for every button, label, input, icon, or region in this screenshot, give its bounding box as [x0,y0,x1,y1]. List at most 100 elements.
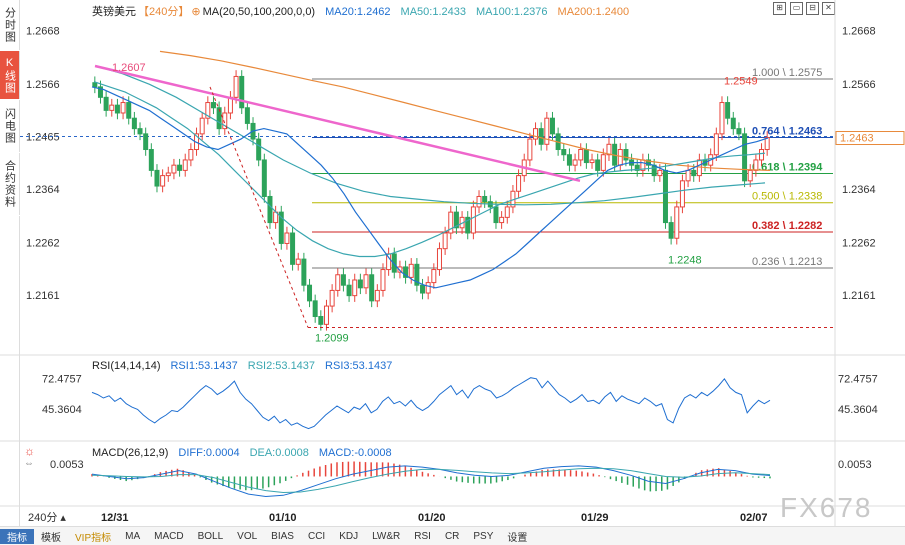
candle-body [713,133,719,156]
candle-body [425,282,431,294]
candle-body [696,159,702,177]
candle-body [318,316,324,325]
rsi-tick-left: 72.4757 [42,373,82,385]
toolbar-item-14[interactable]: 设置 [507,532,528,544]
toolbar-item-3[interactable]: MA [125,530,141,542]
candle-body [442,232,448,250]
current-price-label: 1.2463 [840,133,874,145]
candle-body [753,159,759,171]
macd-settings-icon[interactable]: ☼ [24,444,35,458]
ma50-line [93,81,766,258]
toolbar-item-11[interactable]: RSI [414,530,431,542]
candle-body [674,206,680,239]
ma200-value: MA200:1.2400 [557,6,630,18]
price-tick-right: 1.2566 [842,79,876,91]
diff-line [91,465,771,498]
candle-body [414,263,420,286]
candle-body [210,102,216,109]
candle-body [143,133,149,151]
candle-body [482,195,488,203]
macd-tick-left: 0.0053 [50,459,84,471]
symbol-name: 英镑美元 [92,6,136,18]
macd-params: MACD(26,12,9) [92,447,169,459]
candle-body [448,211,454,234]
candle-body [589,159,595,164]
candle-body [182,159,188,171]
toolbar-item-12[interactable]: CR [444,530,460,542]
candle-body [759,149,765,161]
candle-body [504,206,510,218]
period-selector[interactable]: 240分 ▴ [28,512,66,524]
candle-body [233,75,239,98]
price-tick-right: 1.2364 [842,184,876,196]
candle-body [566,154,572,166]
candle-body [109,104,115,111]
candle-body [374,289,380,302]
rsi2-value: RSI2:53.1437 [247,360,316,372]
toolbar-item-5[interactable]: BOLL [197,530,224,542]
price-tick-left: 1.2465 [26,131,60,143]
toolbar-item-8[interactable]: CCI [307,530,326,542]
candle-body [391,253,397,273]
toolbar-item-10[interactable]: LW&R [372,530,401,542]
toolbar-item-4[interactable]: MACD [154,530,184,542]
candle-body [668,222,674,239]
annotation-recent-high: 1.2549 [724,76,758,88]
candle-body [538,128,544,145]
candle-body [465,216,471,234]
candle-body [397,266,403,273]
candle-body [646,159,652,166]
candle-body [691,169,697,177]
tab-flash-chart[interactable]: 闪电图 [0,100,20,152]
tab-kline[interactable]: K线图 [0,51,20,99]
candle-body [114,104,120,114]
toolbar-item-9[interactable]: KDJ [339,530,359,542]
candle-body [408,263,414,278]
candle-body [188,149,194,161]
rsi-tick-left: 45.3604 [42,404,82,416]
candle-body [544,117,550,145]
date-tick: 01/20 [418,512,446,524]
candle-body [256,138,262,161]
candle-body [92,82,98,88]
toolbar-item-13[interactable]: PSY [473,530,494,542]
minimize-icon[interactable]: ⊟ [806,2,819,15]
candle-body [742,133,748,182]
toolbar-item-2[interactable]: VIP指标 [75,532,112,544]
candle-body [329,289,335,307]
price-tick-left: 1.2161 [26,290,60,302]
candle-body [369,274,375,302]
ma20-line [91,86,769,289]
candle-body [335,274,341,291]
candle-body [352,279,358,297]
settings-icon[interactable]: ⊕ [191,6,201,18]
candle-body [617,149,623,166]
candle-body [205,102,211,119]
candle-body [606,143,612,156]
tab-timeshare[interactable]: 分时图 [0,0,20,50]
grid-icon[interactable]: ⊞ [773,2,786,15]
candle-body [583,149,589,164]
candle-body [103,96,109,111]
candle-body [312,300,318,318]
candle-body [199,117,205,135]
candle-body [685,169,691,182]
toolbar-item-6[interactable]: VOL [237,530,258,542]
trend-line [94,64,581,183]
tab-contract-info[interactable]: 合约资料 [0,153,20,215]
watermark-logo: FX678 [780,492,873,523]
candle-body [578,149,584,161]
macd-arrow-icon[interactable]: ⇔ [24,458,34,469]
candle-body [470,206,476,234]
candle-body [572,159,578,166]
annotation-low: 1.2099 [315,332,349,344]
date-tick: 01/29 [581,512,609,524]
toolbar-item-0[interactable]: 指标 [0,528,34,544]
restore-icon[interactable]: ▭ [790,2,803,15]
diff-value: DIFF:0.0004 [178,447,240,459]
toolbar-item-7[interactable]: BIAS [271,530,294,542]
toolbar-item-1[interactable]: 模板 [41,532,61,544]
fib-label: 0.236 \ 1.2213 [752,256,822,268]
price-tick-right: 1.2668 [842,26,876,38]
